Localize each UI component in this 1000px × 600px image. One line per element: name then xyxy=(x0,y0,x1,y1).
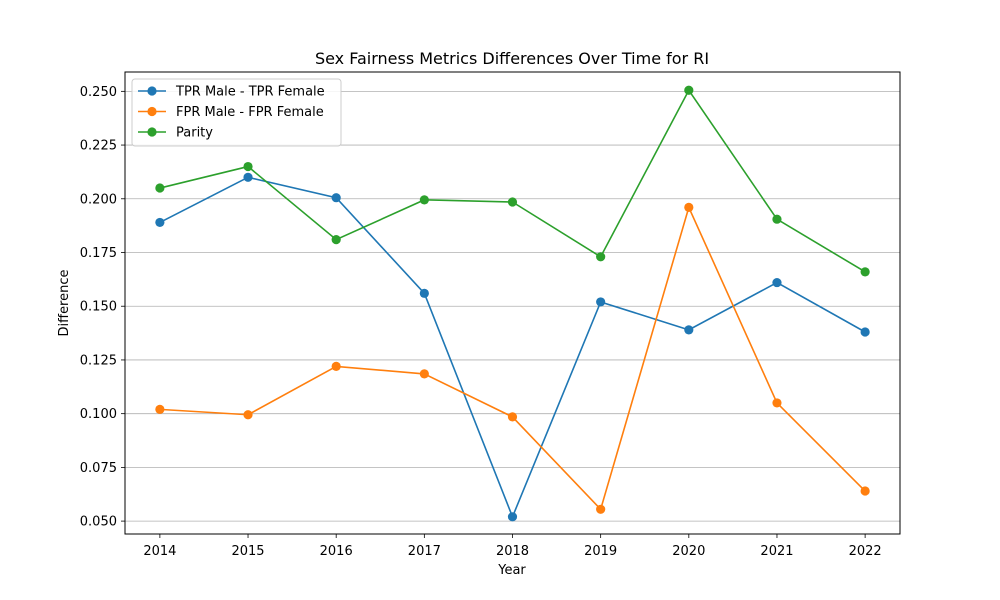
data-point xyxy=(596,297,606,307)
x-tick-label: 2020 xyxy=(672,544,705,559)
x-tick-label: 2019 xyxy=(584,544,617,559)
x-tick-label: 2021 xyxy=(760,544,793,559)
data-point xyxy=(243,410,253,420)
y-tick-label: 0.150 xyxy=(80,300,117,315)
data-point xyxy=(684,202,694,212)
data-point xyxy=(684,85,694,95)
legend-label: FPR Male - FPR Female xyxy=(176,105,324,120)
data-point xyxy=(155,217,165,228)
legend-label: TPR Male - TPR Female xyxy=(175,85,325,100)
series-layer xyxy=(155,85,870,522)
legend-box xyxy=(131,78,342,147)
legend-marker xyxy=(147,106,157,117)
x-axis-label: Year xyxy=(497,563,526,578)
x-axis: 2014 2015 2016 2017 2018 2019 2020 2021 2022 xyxy=(143,534,882,559)
data-point xyxy=(419,288,429,298)
data-point xyxy=(155,404,165,414)
x-tick-label: 2016 xyxy=(320,544,353,559)
y-tick-label: 0.250 xyxy=(80,85,117,100)
series-2 xyxy=(155,202,870,514)
data-point xyxy=(684,325,694,335)
y-tick-label: 0.100 xyxy=(80,407,117,422)
y-axis: 0.050 0.075 0.100 0.125 0.150 0.175 0.200 0.225… xyxy=(80,85,125,530)
series-3 xyxy=(155,85,870,277)
data-point xyxy=(596,504,606,514)
y-tick-label: 0.050 xyxy=(80,515,117,530)
data-point xyxy=(860,486,870,496)
data-point xyxy=(507,197,518,207)
chart-title: Sex Fairness Metrics Differences Over Ti… xyxy=(315,49,709,68)
data-point xyxy=(419,195,429,205)
legend-item: FPR Male - FPR Female xyxy=(138,105,324,120)
y-tick-label: 0.125 xyxy=(80,353,117,368)
data-point xyxy=(419,369,429,379)
data-point xyxy=(596,252,606,262)
data-point xyxy=(772,277,782,288)
data-point xyxy=(243,161,253,172)
legend-marker xyxy=(147,127,157,137)
data-point xyxy=(331,361,341,371)
data-point xyxy=(860,327,870,337)
y-tick-label: 0.200 xyxy=(80,192,117,207)
x-tick-label: 2017 xyxy=(408,544,441,559)
data-point xyxy=(243,172,253,182)
x-tick-label: 2015 xyxy=(231,544,264,559)
legend-item: TPR Male - TPR Female xyxy=(138,85,325,100)
data-point xyxy=(772,398,782,408)
data-point xyxy=(772,214,782,224)
data-point xyxy=(860,267,870,277)
x-tick-label: 2018 xyxy=(496,544,529,559)
data-point xyxy=(155,183,165,193)
data-point xyxy=(331,193,341,203)
legend-marker xyxy=(147,86,157,96)
y-tick-label: 0.075 xyxy=(80,461,117,476)
series-1 xyxy=(155,172,870,522)
data-point xyxy=(507,412,518,422)
legend-label: Parity xyxy=(176,126,213,141)
x-tick-label: 2022 xyxy=(849,544,882,559)
y-tick-label: 0.225 xyxy=(80,139,117,154)
legend: TPR Male - TPR Female FPR Male - FPR Fema… xyxy=(131,78,342,147)
y-tick-label: 0.175 xyxy=(80,246,117,261)
legend-item: Parity xyxy=(138,126,213,141)
data-point xyxy=(507,512,518,522)
y-axis-label: Difference xyxy=(57,269,72,336)
x-tick-label: 2014 xyxy=(143,544,176,559)
data-point xyxy=(331,235,341,245)
